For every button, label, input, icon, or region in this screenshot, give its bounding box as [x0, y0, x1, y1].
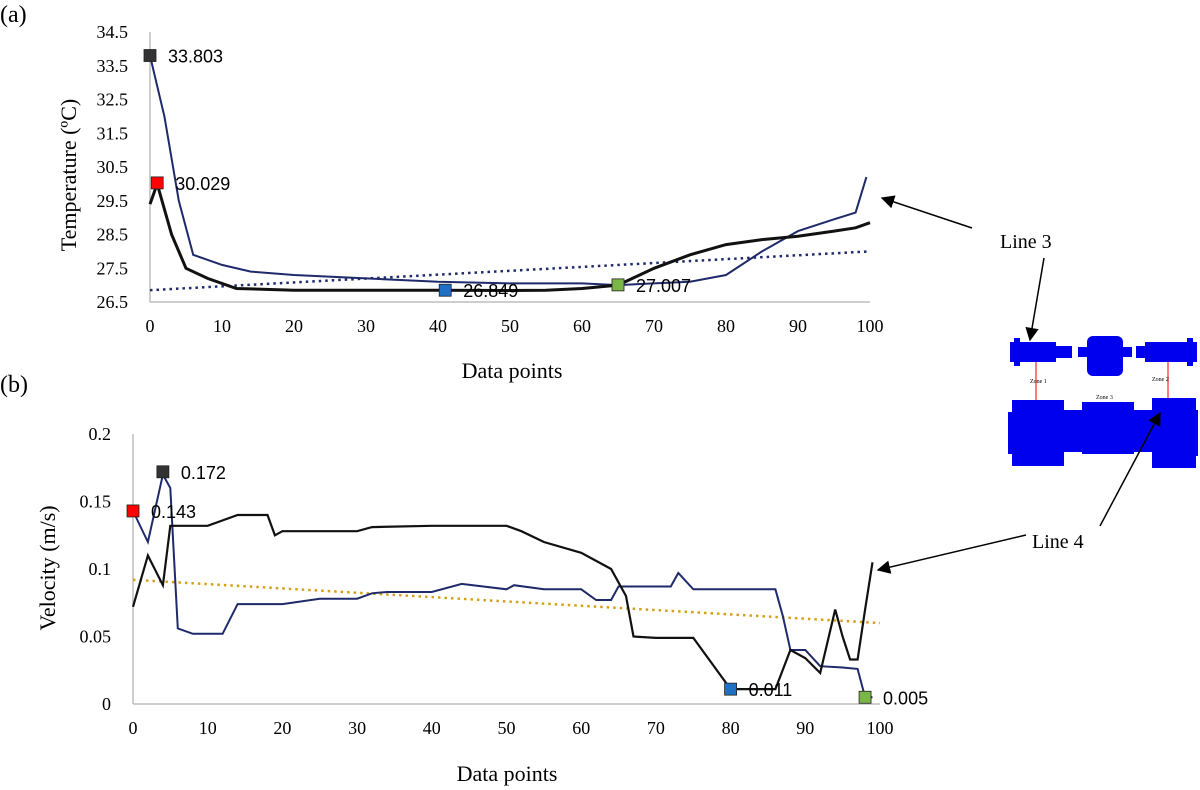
- chart-a-xtick-label: 50: [501, 316, 519, 336]
- chart-a-marker: [438, 283, 452, 297]
- chart-a-xticks: 0 10 20 30 40 50 60 70 80 90 100: [146, 316, 884, 336]
- floorplan-top-right-zone: [1136, 338, 1197, 366]
- chart-b-xtick-label: 0: [129, 718, 138, 738]
- callout-line-4-text: Line 4: [1032, 531, 1084, 553]
- chart-a-xlabel: Data points: [462, 358, 563, 383]
- chart-a-data-label: 33.803: [168, 47, 223, 67]
- chart-b-data-label: 0.143: [151, 502, 196, 522]
- chart-a-ytick-label: 32.5: [97, 90, 129, 110]
- chart-a: (a) Temperature (ºC) Data points 26.5 27.…: [0, 2, 884, 383]
- chart-b-xtick-label: 20: [273, 718, 291, 738]
- chart-a-data-label: 26.849: [463, 281, 518, 301]
- chart-a-xtick-label: 100: [857, 316, 884, 336]
- floorplan-inset: Zone 1 Zone 2 Zone 3: [1008, 336, 1198, 468]
- chart-b-xtick-label: 50: [498, 718, 516, 738]
- chart-b-xtick-label: 10: [199, 718, 217, 738]
- chart-a-data-label: 27.007: [636, 276, 691, 296]
- chart-a-marker: [611, 278, 625, 292]
- callout-line-4-arrow-to-chart: [876, 534, 1027, 574]
- zone-3-label: Zone 3: [1096, 395, 1113, 401]
- chart-b: (b) Velocity (m/s) Data points 00.050.10…: [0, 372, 928, 786]
- panel-a-label: (a): [0, 2, 27, 28]
- chart-b-marker: [126, 504, 140, 518]
- chart-a-series-line-4: [148, 178, 871, 293]
- chart-a-xtick-label: 70: [645, 316, 663, 336]
- chart-b-xtick-label: 30: [348, 718, 366, 738]
- panel-b-label: (b): [0, 372, 28, 398]
- chart-b-xtick-label: 80: [722, 718, 740, 738]
- chart-b-xtick-label: 70: [647, 718, 665, 738]
- callout-line-3-text: Line 3: [1000, 231, 1052, 253]
- chart-a-ytick-label: 33.5: [97, 56, 129, 76]
- floorplan-top-center-zone: [1078, 336, 1132, 376]
- floorplan-bottom-row: [1008, 398, 1198, 468]
- callout-line-4-arrow-to-plan: [1099, 411, 1161, 527]
- chart-a-ylabel: Temperature (ºC): [56, 99, 81, 252]
- chart-a-xtick-label: 80: [717, 316, 735, 336]
- chart-b-marker: [156, 465, 170, 479]
- chart-a-ytick-label: 31.5: [97, 123, 129, 143]
- chart-a-xtick-label: 0: [146, 316, 155, 336]
- chart-a-xtick-label: 40: [429, 316, 447, 336]
- chart-b-ytick-label: 0.15: [80, 492, 112, 512]
- chart-b-xlabel: Data points: [457, 761, 558, 786]
- chart-b-data-label: 0.011: [749, 680, 793, 700]
- chart-a-data-label: 30.029: [175, 174, 230, 194]
- chart-b-xtick-label: 60: [572, 718, 590, 738]
- chart-b-marker: [724, 682, 737, 696]
- chart-b-xtick-label: 40: [423, 718, 441, 738]
- chart-a-ytick-label: 27.5: [97, 258, 129, 278]
- chart-a-xtick-label: 10: [213, 316, 231, 336]
- callout-line-3-arrow-to-plan: [1025, 257, 1045, 342]
- chart-a-markers: 33.803 30.029 26.849 27.007: [143, 47, 691, 301]
- floorplan-top-left-zone: [1010, 338, 1072, 366]
- chart-a-yticks: 26.5 27.5 28.5 29.5 30.5 31.5 32.5 33.5 34.5: [97, 22, 129, 312]
- chart-a-xtick-label: 60: [573, 316, 591, 336]
- zone-1-label: Zone 1: [1030, 379, 1047, 385]
- chart-b-markers: 0.172 0.143 0.011 0.005: [126, 463, 928, 708]
- chart-b-data-label: 0.172: [181, 463, 226, 483]
- chart-b-series-line-4: [131, 513, 874, 691]
- chart-b-ytick-label: 0.1: [89, 559, 112, 579]
- chart-a-series-line-3: [149, 55, 868, 287]
- chart-a-ytick-label: 30.5: [97, 157, 129, 177]
- chart-b-data-label: 0.005: [883, 688, 928, 708]
- chart-b-ylabel: Velocity (m/s): [35, 505, 60, 630]
- chart-a-ytick-label: 26.5: [97, 292, 129, 312]
- chart-a-xtick-label: 90: [789, 316, 807, 336]
- chart-b-xticks: 0 10 20 30 40 50 60 70 80 90 100: [129, 718, 894, 738]
- zone-2-label: Zone 2: [1152, 377, 1169, 383]
- chart-b-yticks: 0 0.05 0.1 0.15 0.2: [80, 424, 112, 714]
- chart-b-trendline: [132, 578, 881, 625]
- chart-a-ytick-label: 34.5: [97, 22, 129, 42]
- chart-b-ytick-label: 0.05: [80, 627, 112, 647]
- chart-b-ytick-label: 0.2: [89, 424, 112, 444]
- chart-b-ytick-label: 0: [102, 694, 111, 714]
- chart-a-marker: [143, 49, 157, 62]
- chart-b-xtick-label: 100: [867, 718, 894, 738]
- chart-a-xtick-label: 20: [285, 316, 303, 336]
- callouts: Line 3 Line 4: [876, 195, 1161, 574]
- chart-b-xtick-label: 90: [796, 718, 814, 738]
- chart-a-marker: [150, 176, 164, 190]
- callout-line-3-arrow-to-chart: [880, 195, 973, 229]
- chart-b-marker: [858, 690, 872, 704]
- chart-a-xtick-label: 30: [357, 316, 375, 336]
- chart-a-ytick-label: 28.5: [97, 225, 129, 245]
- chart-a-ytick-label: 29.5: [97, 191, 129, 211]
